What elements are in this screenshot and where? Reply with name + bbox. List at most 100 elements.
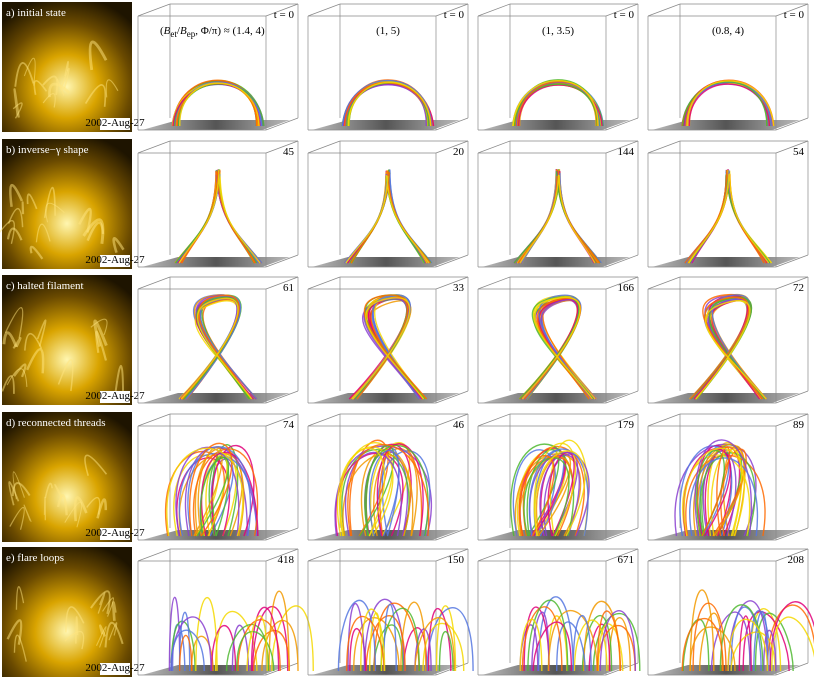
time-label: 144 (618, 146, 635, 158)
field-line (701, 446, 730, 537)
field-line (513, 83, 598, 127)
floor (482, 665, 630, 675)
image-glow (102, 597, 115, 617)
column-header: (1, 3.5) (542, 25, 574, 37)
field-line (519, 456, 571, 537)
box-edge (435, 390, 469, 404)
field-line (210, 625, 237, 672)
floor (312, 257, 460, 267)
time-label: 20 (453, 146, 465, 158)
panel: 418 (137, 548, 314, 676)
field-line (348, 80, 429, 127)
field-line (380, 607, 421, 672)
field-line (521, 296, 593, 400)
image-glow (84, 84, 107, 107)
field-line (685, 81, 775, 127)
time-label: 418 (278, 554, 295, 566)
field-line (516, 80, 600, 127)
field-line (515, 81, 600, 127)
box-edge (647, 548, 681, 562)
field-line (414, 617, 456, 672)
field-line (681, 618, 724, 672)
box-edge (435, 254, 469, 268)
field-line (738, 615, 752, 672)
field-line (689, 293, 767, 400)
image-glow (99, 624, 106, 637)
floor (652, 257, 800, 267)
box-edge (775, 140, 809, 154)
field-line (178, 79, 258, 127)
field-line (344, 82, 432, 127)
field-line (208, 456, 230, 537)
box-edge (605, 527, 639, 541)
image-glow (11, 481, 31, 497)
field-line (168, 596, 181, 672)
box-edge (477, 413, 511, 427)
panel: t = 0 (477, 3, 639, 131)
image-glow (29, 245, 44, 260)
field-line (347, 81, 432, 127)
field-line (510, 443, 575, 537)
box-edge (137, 548, 171, 562)
image-glow (96, 498, 108, 519)
field-line (250, 606, 280, 672)
field-line (682, 80, 768, 127)
panel: t = 0 (307, 3, 469, 131)
field-line (687, 81, 774, 127)
field-line (268, 590, 290, 672)
field-line (514, 80, 598, 127)
field-line (341, 449, 410, 537)
field-line (573, 619, 608, 672)
image-stamp: 2002-Aug-27 (85, 527, 145, 539)
field-line (727, 618, 769, 672)
box-edge (605, 413, 639, 427)
field-line (719, 604, 764, 672)
panel: t = 0 (137, 3, 299, 131)
floor (482, 120, 630, 130)
field-line (422, 622, 465, 672)
panel: 179 (477, 413, 639, 541)
image-glow (12, 471, 25, 500)
field-line (435, 605, 457, 672)
image-stamp: 2002-Aug-27 (85, 254, 145, 266)
field-line (684, 83, 773, 127)
image-glow (97, 592, 106, 614)
box-edge (647, 413, 681, 427)
box-edge (605, 548, 639, 562)
field-line (214, 610, 258, 672)
field-line (176, 80, 264, 127)
box-edge (775, 662, 809, 676)
field-line (349, 439, 389, 537)
image-glow (95, 626, 107, 648)
field-line (515, 80, 601, 127)
box-edge (775, 548, 809, 562)
field-line (180, 297, 253, 400)
time-label: 45 (283, 146, 295, 158)
field-line (360, 608, 386, 672)
image-glow (13, 363, 27, 378)
image-glow (6, 227, 23, 241)
time-label: t = 0 (444, 9, 465, 21)
field-line (682, 81, 768, 127)
field-line (511, 80, 605, 127)
image-glow (15, 586, 25, 610)
image-glow (44, 482, 53, 499)
field-line (766, 604, 814, 672)
stamp-box (100, 118, 130, 130)
box-edge (775, 390, 809, 404)
field-line (334, 445, 433, 537)
time-label: t = 0 (274, 9, 295, 21)
image-glow (82, 218, 105, 245)
image-glow (64, 630, 85, 650)
field-line (189, 442, 233, 537)
field-line (251, 605, 289, 672)
time-label: 89 (793, 419, 805, 431)
image-glow (56, 494, 68, 516)
panel: 54 (647, 140, 809, 268)
column-header: (Bet/Bep, Φ/π) ≈ (1.4, 4) (160, 25, 265, 39)
field-line (547, 615, 568, 672)
row-label: c) halted filament (6, 280, 84, 292)
field-line (171, 81, 260, 127)
box-edge (775, 117, 809, 131)
box-edge (605, 276, 639, 290)
